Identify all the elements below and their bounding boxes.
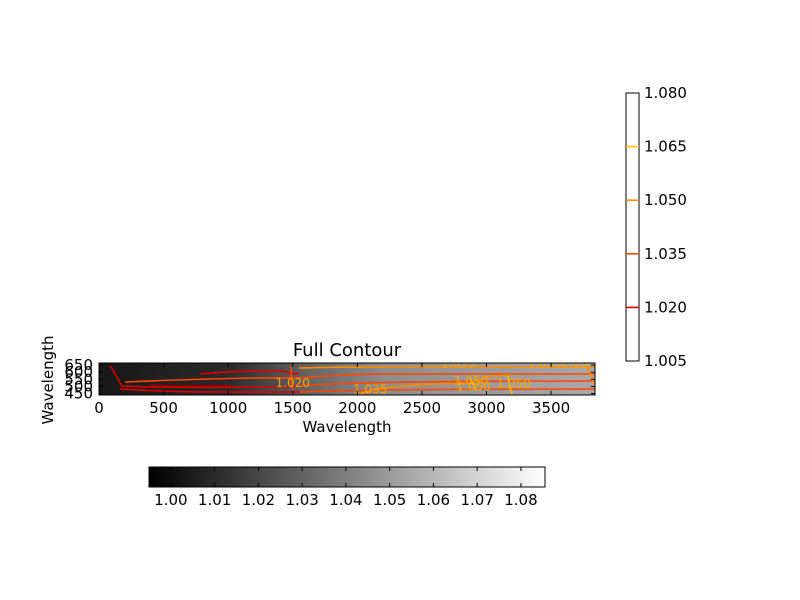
contour-line <box>124 373 595 383</box>
contour-line <box>119 388 300 393</box>
y-tick-label: 650 <box>64 356 93 374</box>
contour-label: 1.035 <box>527 357 561 371</box>
horizontal-colorbar-gradient <box>149 467 545 487</box>
vertical-colorbar-levels <box>626 145 639 309</box>
contour-label: 1.035 <box>441 357 475 371</box>
contour-line <box>298 380 595 387</box>
x-tick-label: 500 <box>149 399 178 417</box>
chart-title: Full Contour <box>293 340 402 361</box>
contour-label: 1.035 <box>353 383 387 397</box>
horizontal-colorbar: 1.00 1.01 1.02 1.03 1.04 1.05 1.06 1.07 1.08 <box>148 466 546 509</box>
y-tick-label: 550 <box>64 370 93 388</box>
x-tick-label: 2000 <box>338 399 376 417</box>
colorbar-tick-label: 1.01 <box>198 491 231 509</box>
colorbar-tick-label: 1.07 <box>460 491 493 509</box>
horizontal-colorbar-frame <box>148 466 546 488</box>
y-tick-label: 600 <box>64 363 93 381</box>
contour-line <box>109 365 300 388</box>
contour-label: 1.050 <box>454 374 488 388</box>
contour-line <box>298 365 595 369</box>
colorbar-tick-label: 1.080 <box>644 84 687 102</box>
contour-line <box>359 374 511 395</box>
vertical-colorbar: 1.005 1.020 1.035 1.050 1.065 1.080 <box>625 84 687 370</box>
x-tick-label: 1500 <box>274 399 312 417</box>
x-tick-label: 3500 <box>532 399 570 417</box>
colorbar-tick-label: 1.00 <box>154 491 187 509</box>
x-axis-label: Wavelength <box>303 418 392 436</box>
colorbar-tick-label: 1.04 <box>329 491 362 509</box>
colorbar-tick-label: 1.03 <box>285 491 318 509</box>
contour-line <box>199 370 300 375</box>
y-tick-label: 500 <box>64 377 93 395</box>
y-axis-label: Wavelength <box>39 336 57 425</box>
colorbar-tick-label: 1.020 <box>644 298 687 316</box>
contour-line <box>149 384 231 387</box>
vertical-colorbar-frame <box>625 92 640 362</box>
colorbar-tick-label: 1.050 <box>644 191 687 209</box>
contour-line <box>290 365 294 391</box>
x-tick-label: 0 <box>94 399 104 417</box>
x-tick-label: 2500 <box>403 399 441 417</box>
colorbar-tick-label: 1.08 <box>504 491 537 509</box>
colorbar-tick-label: 1.035 <box>644 245 687 263</box>
vertical-colorbar-ticks: 1.005 1.020 1.035 1.050 1.065 1.080 <box>644 84 687 370</box>
contour-label: 1.050 <box>496 377 530 391</box>
y-tick-label: 450 <box>64 385 93 403</box>
colorbar-tick-label: 1.065 <box>644 138 687 156</box>
contour-line <box>507 375 513 395</box>
contour-label: 1.020 <box>276 376 310 390</box>
horizontal-colorbar-ticks: 1.00 1.01 1.02 1.03 1.04 1.05 1.06 1.07 1.08 <box>154 467 538 509</box>
x-tick-label: 1000 <box>209 399 247 417</box>
colorbar-tick-label: 1.005 <box>644 352 687 370</box>
contour-line <box>469 377 477 391</box>
colorbar-tick-label: 1.06 <box>417 491 450 509</box>
contour-lines <box>109 365 595 395</box>
colorbar-tick-label: 1.05 <box>373 491 406 509</box>
contour-line <box>298 388 595 393</box>
x-axis-ticks: 0 500 1000 1500 2000 2500 3000 3500 <box>94 363 570 417</box>
contour-label: 1.05 <box>561 357 588 371</box>
x-tick-label: 3000 <box>467 399 505 417</box>
contour-label: 1.050 <box>456 379 490 393</box>
contour-line <box>585 365 595 385</box>
colorbar-tick-label: 1.02 <box>242 491 275 509</box>
